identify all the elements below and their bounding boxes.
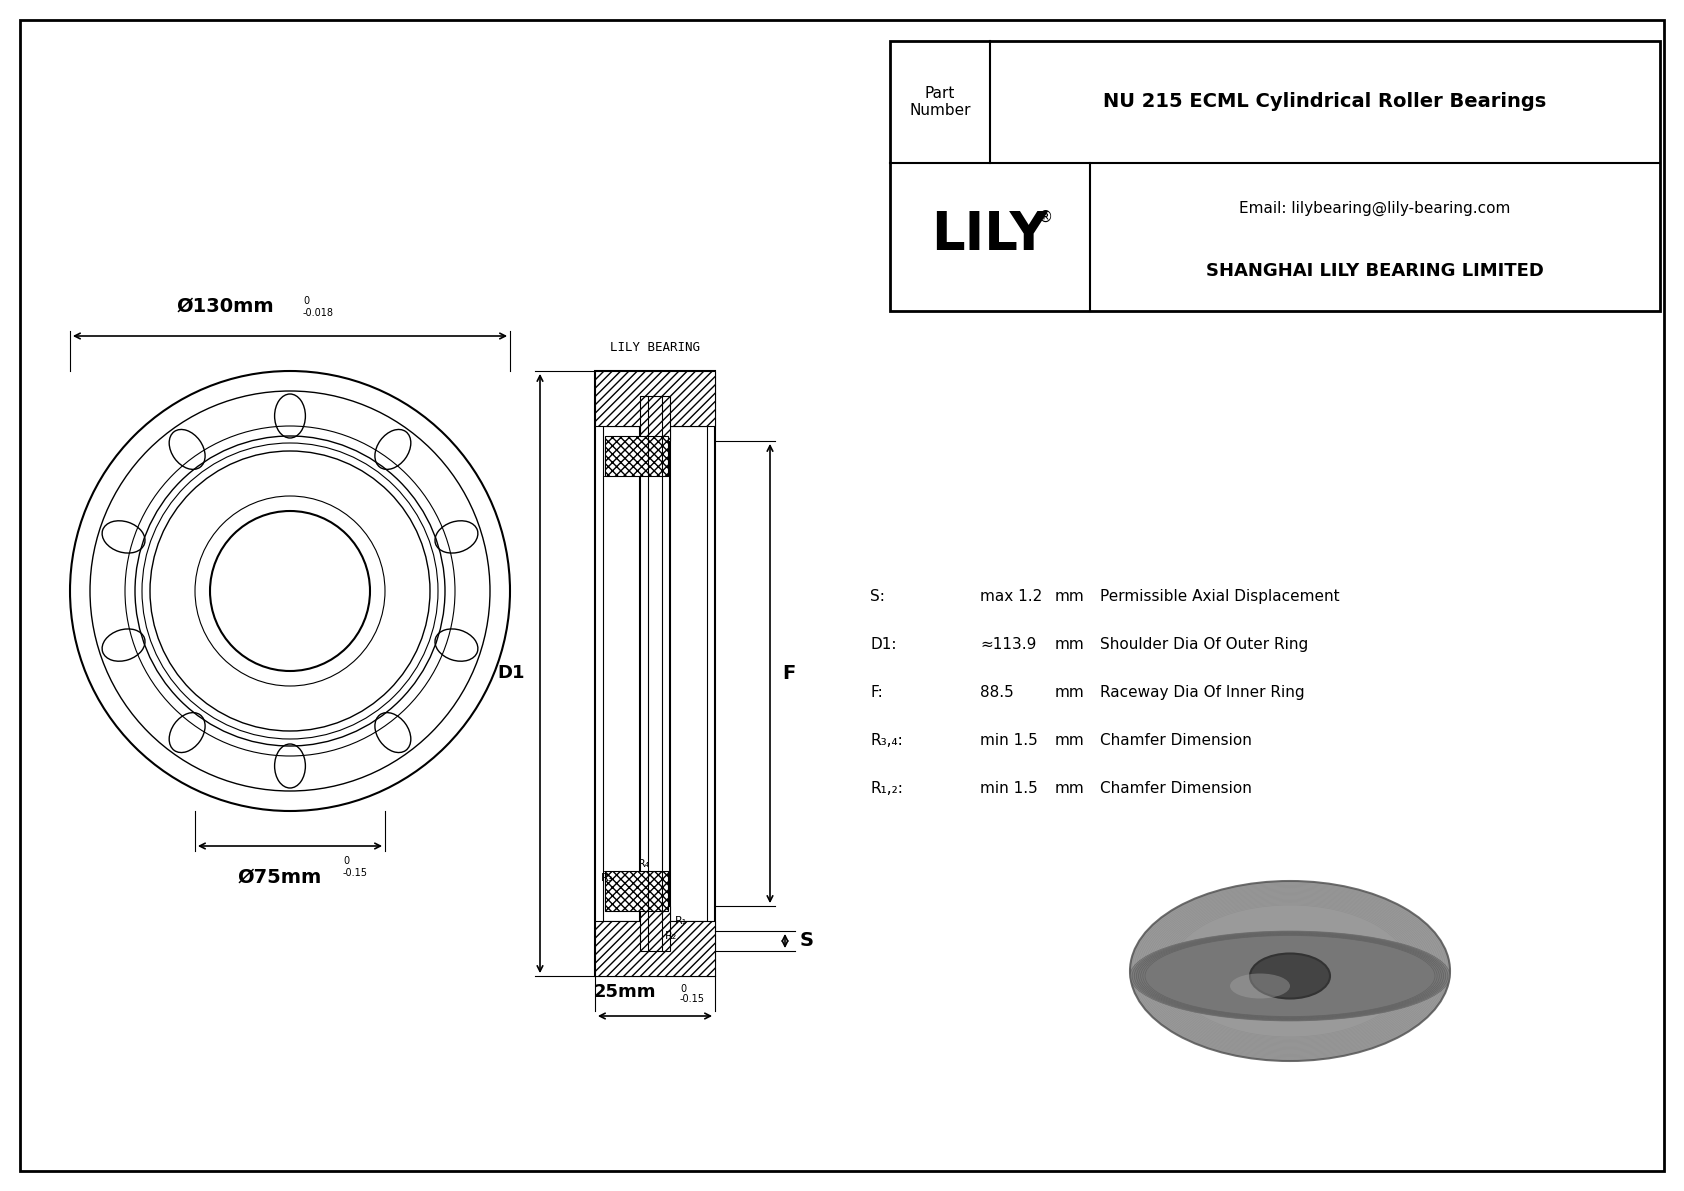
Text: mm: mm (1054, 781, 1084, 796)
Text: R₁,₂:: R₁,₂: (871, 781, 903, 796)
Text: R₁: R₁ (675, 916, 687, 925)
Ellipse shape (1140, 934, 1440, 1018)
Text: LILY BEARING: LILY BEARING (610, 341, 701, 354)
Bar (605, 436, 669, 476)
Ellipse shape (1137, 933, 1443, 1019)
Bar (640, 395, 670, 441)
Bar (605, 871, 669, 911)
Bar (640, 395, 670, 950)
Text: Email: lilybearing@lily-bearing.com: Email: lilybearing@lily-bearing.com (1239, 201, 1511, 216)
Text: R₃: R₃ (601, 873, 613, 883)
Text: mm: mm (1054, 590, 1084, 604)
Text: Ø130mm: Ø130mm (177, 297, 274, 316)
Bar (891, 40, 1660, 311)
Text: R₃,₄:: R₃,₄: (871, 732, 903, 748)
Text: D1: D1 (497, 665, 525, 682)
Text: 0: 0 (303, 297, 310, 306)
Text: min 1.5: min 1.5 (980, 781, 1037, 796)
Text: mm: mm (1054, 685, 1084, 700)
Text: -0.15: -0.15 (680, 994, 706, 1004)
Text: Raceway Dia Of Inner Ring: Raceway Dia Of Inner Ring (1100, 685, 1305, 700)
Text: LILY: LILY (931, 210, 1049, 261)
Bar (603, 476, 670, 871)
Text: max 1.2: max 1.2 (980, 590, 1042, 604)
Text: D1:: D1: (871, 637, 896, 651)
Bar (594, 372, 716, 975)
Bar (640, 906, 670, 950)
Ellipse shape (1250, 954, 1330, 998)
Text: 25mm: 25mm (594, 983, 657, 1000)
Text: F: F (781, 665, 795, 682)
Text: R₄: R₄ (638, 859, 650, 869)
Text: Shoulder Dia Of Outer Ring: Shoulder Dia Of Outer Ring (1100, 637, 1308, 651)
Ellipse shape (1135, 933, 1447, 1019)
Text: Permissible Axial Displacement: Permissible Axial Displacement (1100, 590, 1340, 604)
Ellipse shape (1138, 934, 1442, 1018)
Text: min 1.5: min 1.5 (980, 732, 1037, 748)
Text: mm: mm (1054, 637, 1084, 651)
Text: -0.15: -0.15 (344, 868, 369, 878)
Bar (594, 372, 716, 426)
Text: NU 215 ECML Cylindrical Roller Bearings: NU 215 ECML Cylindrical Roller Bearings (1103, 92, 1546, 111)
Text: Ø75mm: Ø75mm (237, 868, 322, 887)
Text: -0.018: -0.018 (303, 308, 333, 318)
Text: SHANGHAI LILY BEARING LIMITED: SHANGHAI LILY BEARING LIMITED (1206, 262, 1544, 280)
Text: Chamfer Dimension: Chamfer Dimension (1100, 732, 1251, 748)
Text: 0: 0 (680, 984, 685, 994)
Text: ≈113.9: ≈113.9 (980, 637, 1036, 651)
Ellipse shape (1130, 881, 1450, 1061)
Text: Chamfer Dimension: Chamfer Dimension (1100, 781, 1251, 796)
Text: 88.5: 88.5 (980, 685, 1014, 700)
Ellipse shape (1143, 935, 1436, 1017)
Text: S:: S: (871, 590, 884, 604)
Text: F:: F: (871, 685, 882, 700)
Text: Part
Number: Part Number (909, 86, 970, 118)
Bar (594, 921, 716, 975)
Text: ®: ® (1037, 210, 1052, 225)
Text: mm: mm (1054, 732, 1084, 748)
Text: 0: 0 (344, 856, 349, 866)
Text: S: S (800, 931, 813, 950)
Ellipse shape (1132, 931, 1448, 1021)
Ellipse shape (1130, 931, 1450, 1021)
Bar (603, 426, 707, 921)
Ellipse shape (1145, 935, 1435, 1016)
Ellipse shape (1229, 973, 1290, 998)
Text: R₂: R₂ (665, 931, 677, 941)
